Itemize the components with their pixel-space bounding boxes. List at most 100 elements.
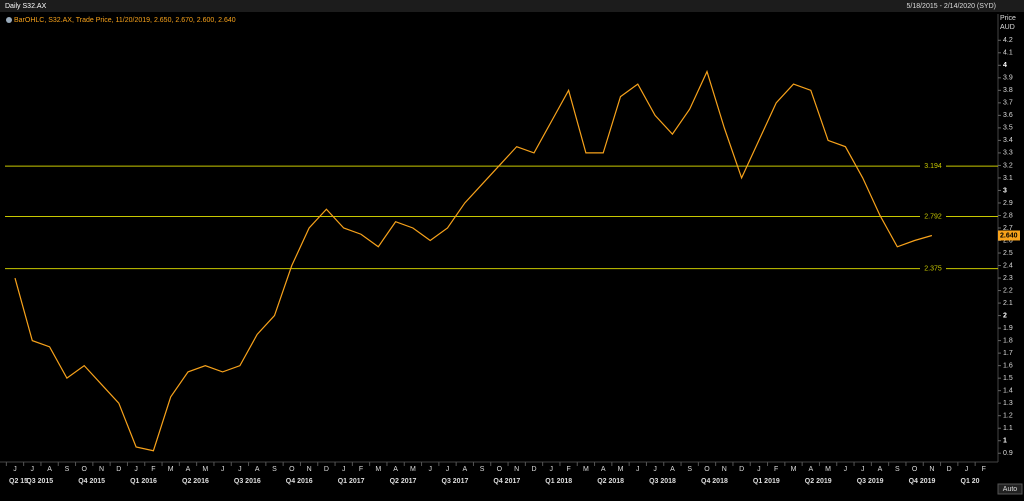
y-tick-label: 3.1 — [1003, 175, 1013, 182]
x-tick-label: J — [342, 466, 346, 473]
y-tick-label: 1.8 — [1003, 337, 1013, 344]
x-tick-label: D — [739, 466, 744, 473]
x-tick-label: S — [65, 466, 70, 473]
quarter-label: Q2 2016 — [182, 478, 209, 485]
x-tick-label: A — [186, 466, 191, 473]
x-tick-label: S — [272, 466, 277, 473]
x-tick-label: F — [151, 466, 155, 473]
x-tick-label: J — [965, 466, 969, 473]
x-tick-label: F — [774, 466, 778, 473]
x-tick-label: N — [307, 466, 312, 473]
quarter-label: Q4 2019 — [909, 478, 936, 485]
quarter-label: Q2 2019 — [805, 478, 832, 485]
x-tick-label: D — [531, 466, 536, 473]
x-tick-label: S — [687, 466, 692, 473]
x-tick-label: M — [825, 466, 831, 473]
x-tick-label: J — [238, 466, 242, 473]
legend-text: BarOHLC, S32.AX, Trade Price, 11/20/2019… — [14, 17, 236, 24]
x-tick-label: D — [116, 466, 121, 473]
quarter-label: Q3 2015 — [26, 478, 53, 485]
legend-icon[interactable] — [6, 17, 12, 23]
quarter-label: Q3 2016 — [234, 478, 261, 485]
y-tick-label: 0.9 — [1003, 450, 1013, 457]
y-tick-label: 4.2 — [1003, 37, 1013, 44]
x-tick-label: M — [791, 466, 797, 473]
level-label-bg — [920, 211, 946, 221]
quarter-label: Q4 2017 — [493, 478, 520, 485]
y-tick-label: 1.4 — [1003, 388, 1013, 395]
x-tick-label: J — [757, 466, 761, 473]
x-tick-label: M — [410, 466, 416, 473]
y-tick-label: 2 — [1003, 312, 1007, 319]
y-tick-label: 3.5 — [1003, 125, 1013, 132]
y-tick-label: 2.7 — [1003, 225, 1013, 232]
x-tick-label: A — [47, 466, 52, 473]
x-tick-label: N — [722, 466, 727, 473]
x-tick-label: A — [808, 466, 813, 473]
x-tick-label: A — [878, 466, 883, 473]
x-tick-label: D — [947, 466, 952, 473]
x-tick-label: M — [202, 466, 208, 473]
last-price-label: 2.640 — [1000, 232, 1018, 239]
y-tick-label: 1.5 — [1003, 375, 1013, 382]
y-tick-label: 2.2 — [1003, 287, 1013, 294]
x-tick-label: A — [255, 466, 260, 473]
y-tick-label: 3.4 — [1003, 137, 1013, 144]
header-range: 5/18/2015 - 2/14/2020 (SYD) — [906, 3, 996, 10]
x-tick-label: O — [289, 466, 295, 473]
x-tick-label: O — [497, 466, 503, 473]
x-tick-label: J — [13, 466, 17, 473]
x-tick-label: F — [982, 466, 986, 473]
quarter-label: Q1 20 — [961, 478, 980, 485]
y-tick-label: 3 — [1003, 187, 1007, 194]
x-tick-label: M — [168, 466, 174, 473]
quarter-label: Q1 2016 — [130, 478, 157, 485]
price-line — [14, 69, 933, 452]
quarter-label: Q1 2017 — [338, 478, 365, 485]
level-label: 3.194 — [924, 163, 942, 170]
x-tick-label: S — [895, 466, 900, 473]
y-axis-label: Price — [1000, 15, 1016, 22]
quarter-label: Q3 2017 — [442, 478, 469, 485]
y-tick-label: 3.8 — [1003, 87, 1013, 94]
level-label: 2.375 — [924, 266, 942, 273]
quarter-label: Q4 2018 — [701, 478, 728, 485]
quarter-label: Q2 15 — [9, 478, 28, 485]
quarter-label: Q3 2018 — [649, 478, 676, 485]
y-tick-label: 3.6 — [1003, 112, 1013, 119]
x-tick-label: S — [480, 466, 485, 473]
y-tick-label: 1.2 — [1003, 413, 1013, 420]
x-tick-label: J — [428, 466, 432, 473]
x-tick-label: N — [99, 466, 104, 473]
quarter-label: Q4 2016 — [286, 478, 313, 485]
quarter-label: Q1 2019 — [753, 478, 780, 485]
y-tick-label: 3.2 — [1003, 162, 1013, 169]
x-tick-label: J — [861, 466, 865, 473]
quarter-label: Q3 2019 — [857, 478, 884, 485]
x-tick-label: F — [566, 466, 570, 473]
x-tick-label: O — [704, 466, 710, 473]
auto-button-label[interactable]: Auto — [1003, 486, 1018, 493]
quarter-label: Q4 2015 — [78, 478, 105, 485]
y-tick-label: 3.7 — [1003, 100, 1013, 107]
y-tick-label: 2.6 — [1003, 237, 1013, 244]
x-tick-label: A — [393, 466, 398, 473]
auto-button[interactable] — [997, 483, 1023, 495]
x-tick-label: J — [653, 466, 657, 473]
x-tick-label: O — [912, 466, 918, 473]
level-label-bg — [920, 263, 946, 273]
y-tick-label: 4 — [1003, 62, 1007, 69]
x-tick-label: N — [514, 466, 519, 473]
y-tick-label: 3.9 — [1003, 75, 1013, 82]
x-tick-label: J — [221, 466, 225, 473]
x-tick-label: O — [81, 466, 87, 473]
x-tick-label: A — [462, 466, 467, 473]
x-tick-label: J — [844, 466, 848, 473]
x-tick-label: J — [134, 466, 138, 473]
last-price-box — [998, 230, 1020, 241]
y-tick-label: 1.7 — [1003, 350, 1013, 357]
x-tick-label: J — [31, 466, 35, 473]
y-tick-label: 1.6 — [1003, 362, 1013, 369]
x-tick-label: A — [601, 466, 606, 473]
